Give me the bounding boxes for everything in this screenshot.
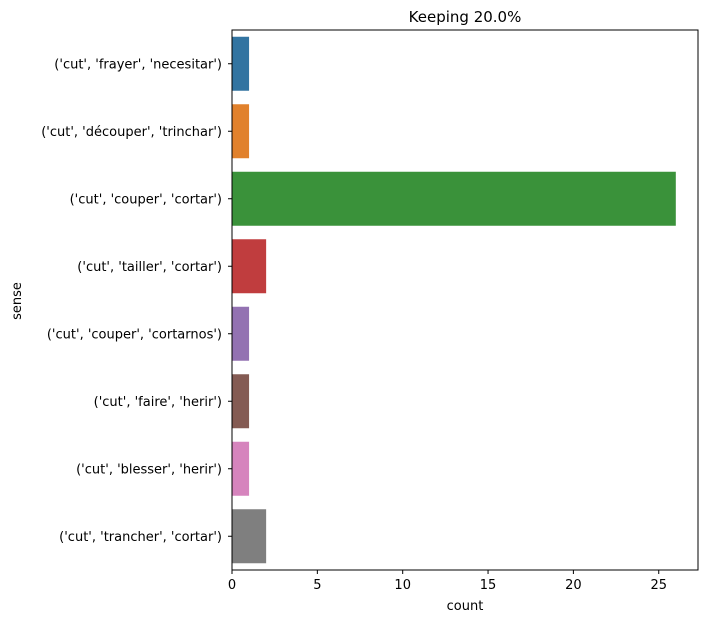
y-tick-label-3: ('cut', 'tailler', 'cortar')	[77, 260, 222, 275]
bar-6	[232, 441, 250, 496]
x-tick-label-0: 0	[228, 578, 236, 593]
y-tick-label-7: ('cut', 'trancher', 'cortar')	[59, 530, 222, 545]
bar-7	[232, 509, 267, 564]
y-tick-label-2: ('cut', 'couper', 'cortar')	[70, 192, 222, 207]
x-tick-label-2: 10	[394, 578, 411, 593]
bar-1	[232, 104, 250, 159]
x-tick-label-3: 15	[480, 578, 497, 593]
bars-layer	[232, 36, 676, 564]
y-axis-label: sense	[10, 282, 25, 320]
x-tick-label-1: 5	[313, 578, 321, 593]
bar-5	[232, 374, 250, 429]
x-axis-label: count	[447, 599, 484, 614]
ticks-layer: ('cut', 'frayer', 'necesitar') ('cut', 'd…	[41, 57, 667, 593]
plot-frame	[231, 29, 699, 571]
y-tick-label-6: ('cut', 'blesser', 'herir')	[76, 462, 222, 477]
bar-4	[232, 306, 250, 361]
bar-3	[232, 239, 267, 294]
x-tick-label-4: 20	[565, 578, 582, 593]
y-tick-label-4: ('cut', 'couper', 'cortarnos')	[47, 327, 222, 342]
axes-layer	[231, 29, 699, 571]
bar-0	[232, 36, 250, 91]
chart-title: Keeping 20.0%	[409, 8, 522, 26]
y-tick-label-1: ('cut', 'découper', 'trinchar')	[41, 125, 222, 140]
x-tick-label-5: 25	[650, 578, 667, 593]
bar-2	[232, 171, 676, 226]
y-tick-label-0: ('cut', 'frayer', 'necesitar')	[54, 57, 222, 72]
y-tick-label-5: ('cut', 'faire', 'herir')	[94, 395, 222, 410]
